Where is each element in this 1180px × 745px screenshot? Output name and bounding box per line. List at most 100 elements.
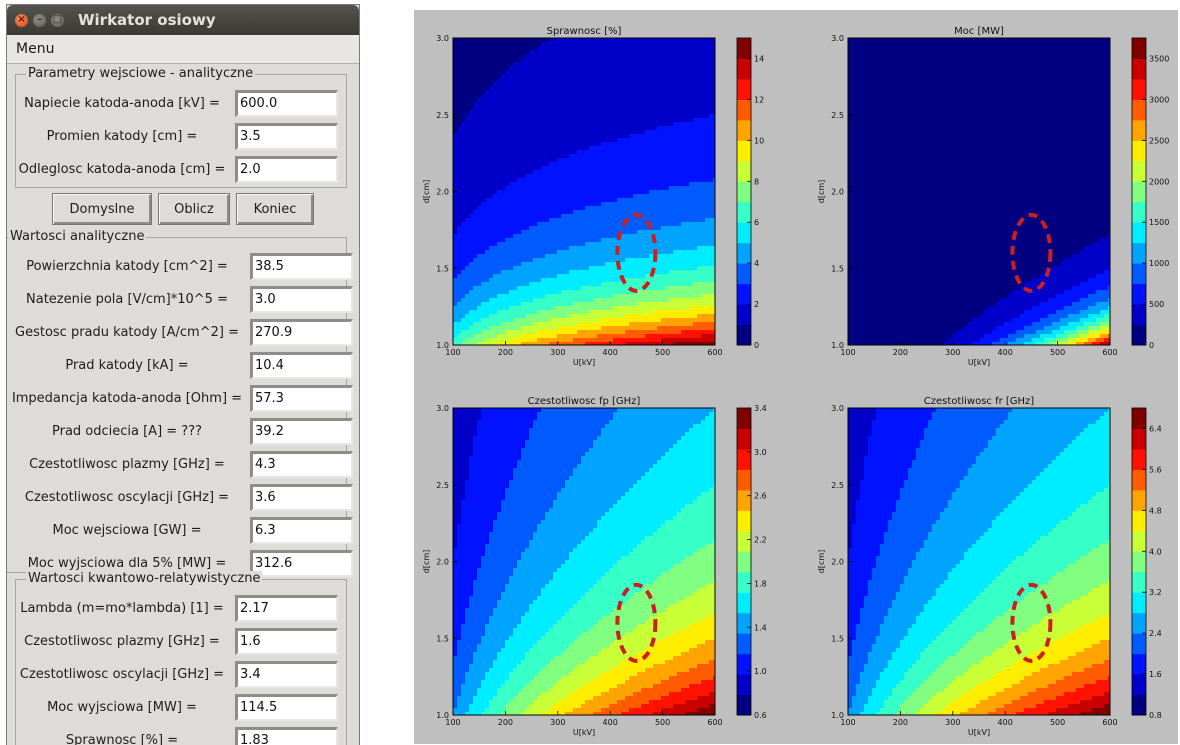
y-tick-label: 2.0 [436, 558, 449, 567]
value-field[interactable]: 312.6 [250, 550, 353, 577]
field-label: Czestotliwosc oscylacji [GHz] = [11, 667, 233, 683]
field-label: Impedancja katoda-anoda [Ohm] = [7, 391, 247, 407]
form-row: Moc wyjsciowa [MW] =114.5 [7, 693, 359, 723]
field-label: Napiecie katoda-anoda [kV] = [11, 96, 233, 112]
colorbar-tick-label: 4.0 [1149, 547, 1162, 556]
menu-item-menu[interactable]: Menu [7, 41, 54, 57]
x-axis-label: U[kV] [968, 728, 990, 737]
value-field[interactable]: 4.3 [250, 451, 353, 478]
value-field[interactable]: 2.0 [235, 156, 338, 183]
value-field[interactable]: 38.5 [250, 253, 353, 280]
defaults-button[interactable]: Domyslne [52, 193, 152, 225]
colorbar-band [1132, 202, 1146, 223]
group-title: Wartosci kwantowo-relatywistyczne [26, 571, 262, 587]
x-tick-label: 300 [945, 348, 960, 357]
end-button[interactable]: Koniec [236, 193, 314, 225]
colorbar-band [1132, 243, 1146, 264]
x-tick-label: 600 [707, 348, 722, 357]
form-row: Impedancja katoda-anoda [Ohm] =57.3 [7, 384, 359, 414]
colorbar-band [737, 243, 751, 264]
colorbar-tick-label: 0 [1149, 341, 1154, 350]
colorbar-tick-label: 5.6 [1149, 465, 1162, 474]
colorbar-tick-label: 3500 [1149, 54, 1169, 63]
value-field[interactable]: 6.3 [250, 517, 353, 544]
value-field[interactable]: 3.0 [250, 286, 353, 313]
value-field[interactable]: 1.83 [235, 727, 338, 745]
colorbar-band [1132, 263, 1146, 284]
form-row: Natezenie pola [V/cm]*10^5 =3.0 [7, 285, 359, 315]
colorbar-tick-label: 2 [754, 300, 759, 309]
colorbar-band [1132, 120, 1146, 141]
colorbar-band [1132, 592, 1146, 613]
colorbar-band [1132, 304, 1146, 325]
contour-field [848, 38, 1113, 347]
form-row: Prad odciecia [A] = ???39.2 [7, 417, 359, 447]
close-icon[interactable]: × [15, 14, 28, 27]
colorbar-tick-label: 3.4 [754, 404, 767, 413]
colorbar-band [1132, 674, 1146, 695]
colorbar-tick-label: 14 [754, 54, 764, 63]
form-row: Czestotliwosc plazmy [GHz] =1.6 [7, 627, 359, 657]
minimize-icon[interactable]: – [33, 14, 46, 27]
value-field[interactable]: 10.4 [250, 352, 353, 379]
form-row: Czestotliwosc oscylacji [GHz] =3.6 [7, 483, 359, 513]
value-field[interactable]: 2.17 [235, 595, 338, 622]
chart-title: Sprawnosc [%] [547, 26, 622, 37]
colorbar-band [737, 469, 751, 490]
field-label: Czestotliwosc plazmy [GHz] = [7, 457, 247, 473]
x-tick-label: 400 [603, 348, 618, 357]
contour-field [453, 38, 718, 347]
form-row: Moc wejsciowa [GW] =6.3 [7, 516, 359, 546]
compute-button[interactable]: Oblicz [158, 193, 230, 225]
field-label: Powierzchnia katody [cm^2] = [7, 259, 247, 275]
colorbar-band [1132, 428, 1146, 449]
field-label: Prad katody [kA] = [7, 358, 247, 374]
value-field[interactable]: 1.6 [235, 628, 338, 655]
field-label: Moc wejsciowa [GW] = [7, 523, 247, 539]
y-tick-label: 1.5 [831, 264, 844, 273]
y-tick-label: 2.5 [436, 111, 449, 120]
value-field[interactable]: 114.5 [235, 694, 338, 721]
colorbar-band [737, 633, 751, 654]
x-tick-label: 600 [1102, 348, 1117, 357]
value-field[interactable]: 3.4 [235, 661, 338, 688]
colorbar-band [1132, 38, 1146, 59]
window-title: Wirkator osiowy [78, 11, 216, 29]
field-label: Promien katody [cm] = [11, 129, 233, 145]
colorbar-tick-label: 6 [754, 218, 759, 227]
colorbar-tick-label: 4 [754, 259, 759, 268]
maximize-icon[interactable]: □ [51, 14, 64, 27]
y-tick-label: 1.5 [436, 264, 449, 273]
menu-bar: Menu [7, 35, 359, 64]
value-field[interactable]: 270.9 [250, 319, 353, 346]
colorbar-tick-label: 6.4 [1149, 424, 1162, 433]
chart-title: Czestotliwosc fp [GHz] [528, 396, 641, 407]
field-label: Moc wyjsciowa dla 5% [MW] = [7, 556, 247, 572]
colorbar-band [1132, 510, 1146, 531]
group-title: Parametry wejsciowe - analityczne [26, 66, 255, 82]
colorbar-band [737, 99, 751, 120]
field-label: Czestotliwosc oscylacji [GHz] = [7, 490, 247, 506]
value-field[interactable]: 57.3 [250, 385, 353, 412]
field-label: Moc wyjsciowa [MW] = [11, 700, 233, 716]
x-tick-label: 200 [893, 348, 908, 357]
value-field[interactable]: 600.0 [235, 90, 338, 117]
value-field[interactable]: 3.5 [235, 123, 338, 150]
value-field[interactable]: 3.6 [250, 484, 353, 511]
contour-field [453, 408, 718, 717]
colorbar-band [1132, 58, 1146, 79]
form-row: Czestotliwosc plazmy [GHz] =4.3 [7, 450, 359, 480]
colorbar-tick-label: 2500 [1149, 136, 1169, 145]
y-tick-label: 1.0 [831, 711, 844, 720]
colorbar-band [737, 325, 751, 346]
colorbar-tick-label: 0.6 [754, 711, 767, 720]
x-axis-label: U[kV] [573, 728, 595, 737]
value-field[interactable]: 39.2 [250, 418, 353, 445]
colorbar-tick-label: 1.8 [754, 579, 767, 588]
x-axis-label: U[kV] [968, 358, 990, 367]
